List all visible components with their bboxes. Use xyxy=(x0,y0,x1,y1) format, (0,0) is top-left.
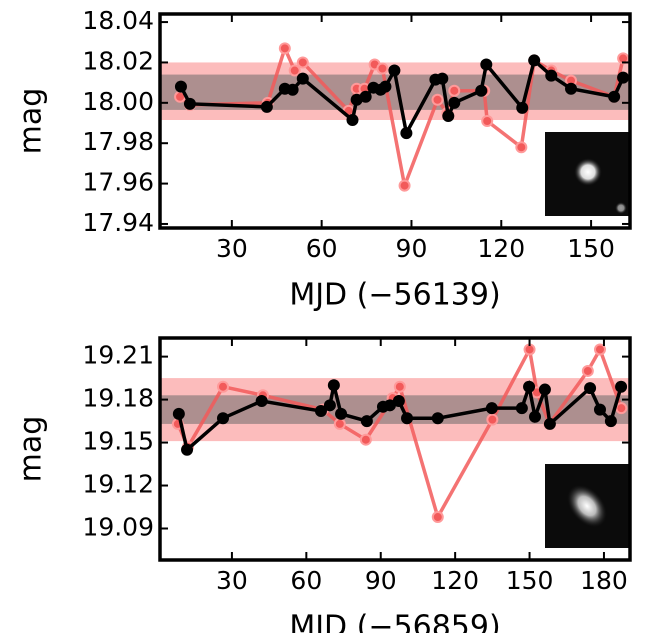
data-point xyxy=(216,412,229,425)
x-tick-label: 120 xyxy=(477,234,525,263)
x-tick-label: 180 xyxy=(580,566,628,595)
data-point xyxy=(516,101,529,114)
x-tick-label: 60 xyxy=(290,566,322,595)
series-line xyxy=(177,379,623,453)
data-point xyxy=(296,56,309,69)
plot-frame xyxy=(158,336,632,562)
plot-frame xyxy=(158,12,632,230)
data-point xyxy=(545,69,558,82)
y-tick-label: 17.98 xyxy=(82,127,154,156)
data-point xyxy=(183,97,196,110)
data-point xyxy=(448,84,461,97)
x-axis-label: MJD (−56859) xyxy=(289,610,500,633)
inset-source xyxy=(567,484,607,528)
y-axis-label: mag xyxy=(14,416,49,483)
data-point xyxy=(515,402,528,415)
data-point xyxy=(401,412,414,425)
data-point xyxy=(383,399,396,412)
y-tick-label: 18.04 xyxy=(82,6,154,35)
data-point xyxy=(333,417,346,430)
data-point xyxy=(288,64,301,77)
data-point xyxy=(615,402,628,415)
data-point xyxy=(388,64,401,77)
data-point xyxy=(400,127,413,140)
data-point xyxy=(379,80,392,93)
y-tick-label: 19.21 xyxy=(82,341,154,370)
data-point xyxy=(515,141,528,154)
data-point xyxy=(393,380,406,393)
data-point xyxy=(392,395,405,408)
data-point xyxy=(486,413,499,426)
data-point xyxy=(538,383,551,396)
data-point xyxy=(172,407,185,420)
data-point xyxy=(431,511,444,524)
data-point xyxy=(528,54,541,67)
data-point xyxy=(543,417,556,430)
data-point xyxy=(485,402,498,415)
data-point xyxy=(346,113,359,126)
data-point xyxy=(442,109,455,122)
data-point xyxy=(314,405,327,418)
data-point xyxy=(584,382,597,395)
data-point xyxy=(181,443,194,456)
y-tick-label: 18.02 xyxy=(82,46,154,75)
data-point xyxy=(335,407,348,420)
data-point xyxy=(593,403,606,416)
data-point xyxy=(216,380,229,393)
data-point xyxy=(431,412,444,425)
data-point xyxy=(523,380,536,393)
data-point xyxy=(565,82,578,95)
data-point xyxy=(296,72,309,85)
data-point xyxy=(359,90,372,103)
y-tick-label: 19.12 xyxy=(82,470,154,499)
data-point xyxy=(608,90,621,103)
data-point xyxy=(581,364,594,377)
data-point xyxy=(359,433,372,446)
y-tick-label: 17.96 xyxy=(82,168,154,197)
data-point xyxy=(481,115,494,127)
x-axis-label: MJD (−56139) xyxy=(289,278,500,313)
data-point xyxy=(604,415,617,428)
data-point xyxy=(448,96,461,109)
x-tick-label: 90 xyxy=(396,234,428,263)
x-tick-label: 90 xyxy=(365,566,397,595)
x-tick-label: 150 xyxy=(506,566,554,595)
inset-source xyxy=(574,158,602,186)
data-point xyxy=(278,42,291,55)
y-tick-label: 17.94 xyxy=(82,208,154,237)
data-point xyxy=(436,72,449,85)
data-point xyxy=(475,84,488,97)
y-tick-label: 19.15 xyxy=(82,427,154,456)
data-point xyxy=(327,379,340,392)
data-point xyxy=(593,343,606,356)
y-axis-label: mag xyxy=(14,88,49,155)
data-point xyxy=(615,380,628,393)
data-point xyxy=(398,179,411,192)
x-tick-label: 150 xyxy=(567,234,615,263)
data-point xyxy=(323,399,336,412)
data-point xyxy=(174,80,187,93)
x-tick-label: 30 xyxy=(216,566,248,595)
data-point xyxy=(255,395,268,408)
data-point xyxy=(529,410,542,423)
y-tick-label: 19.09 xyxy=(82,512,154,541)
data-point xyxy=(480,58,493,71)
inset-source xyxy=(615,202,627,214)
y-tick-label: 19.18 xyxy=(82,384,154,413)
data-point xyxy=(431,93,444,106)
x-tick-label: 30 xyxy=(216,234,248,263)
data-point xyxy=(376,62,389,75)
x-tick-label: 60 xyxy=(306,234,338,263)
y-tick-label: 18.00 xyxy=(82,87,154,116)
data-point xyxy=(286,83,299,96)
data-point xyxy=(617,71,630,84)
data-point xyxy=(360,415,373,428)
x-tick-label: 120 xyxy=(431,566,479,595)
data-point xyxy=(260,100,273,113)
